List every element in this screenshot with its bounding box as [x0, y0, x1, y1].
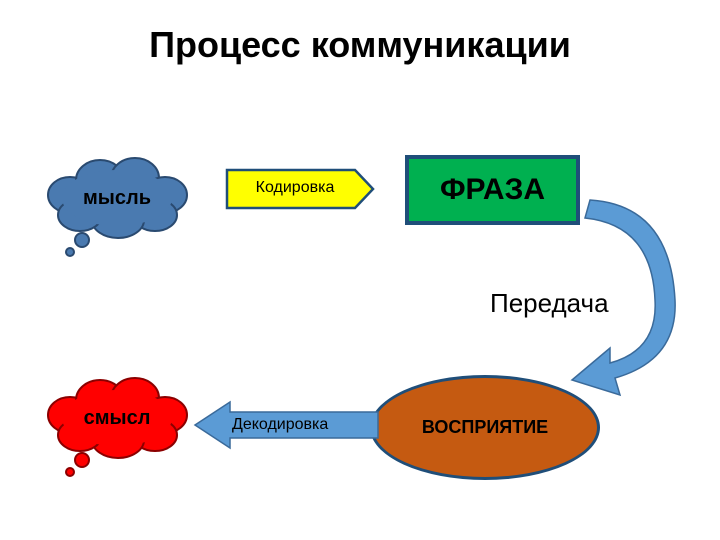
perception-ellipse: ВОСПРИЯТИЕ — [370, 375, 600, 480]
diagram-title: Процесс коммуникации — [0, 24, 720, 66]
perception-label: ВОСПРИЯТИЕ — [422, 417, 548, 438]
decoding-label: Декодировка — [232, 416, 328, 434]
transfer-label: Передача — [490, 288, 609, 319]
encoding-label: Кодировка — [225, 179, 365, 197]
phrase-label: ФРАЗА — [440, 173, 545, 207]
phrase-box: ФРАЗА — [405, 155, 580, 225]
meaning-label: смысл — [62, 407, 172, 430]
thought-label: мысль — [62, 187, 172, 210]
